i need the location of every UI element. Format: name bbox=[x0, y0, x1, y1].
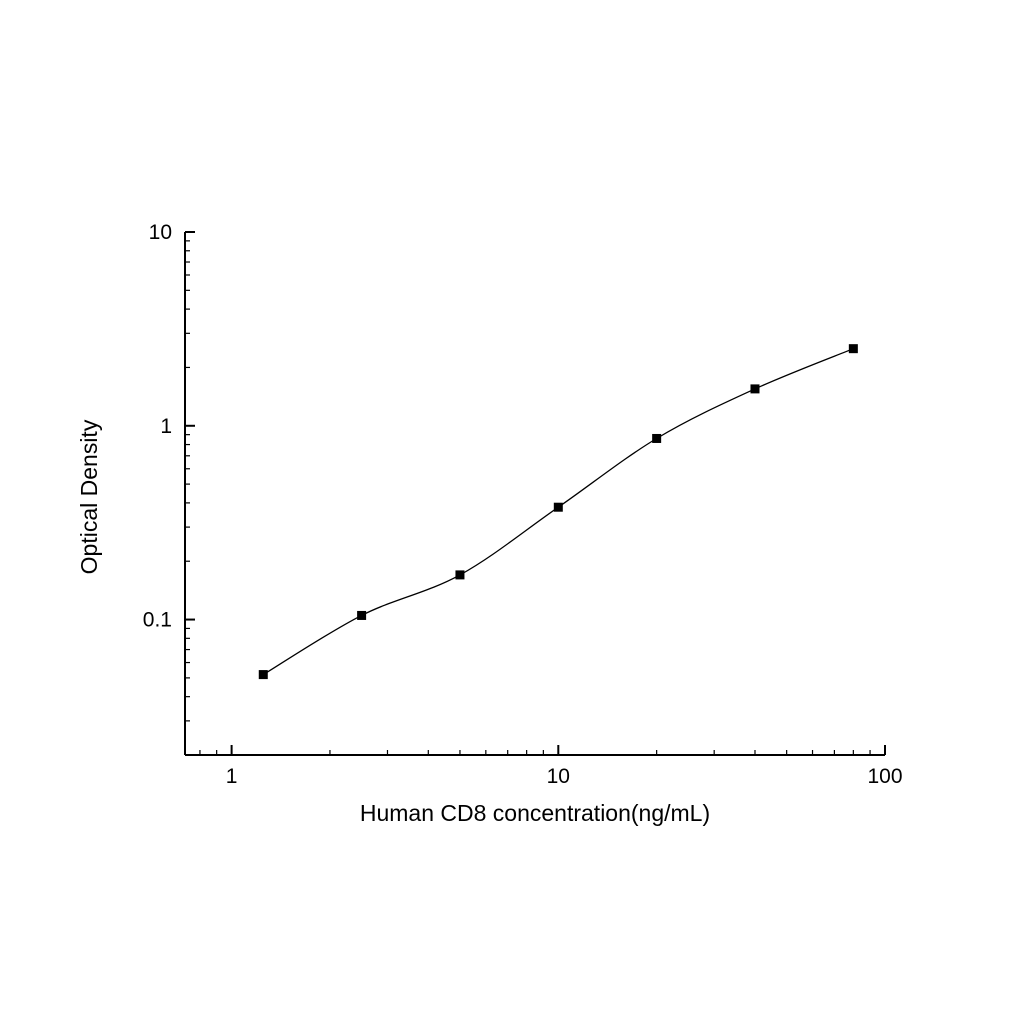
y-tick-label: 10 bbox=[149, 221, 172, 244]
data-point-marker bbox=[750, 384, 760, 394]
y-tick-label: 1 bbox=[160, 415, 172, 438]
plot: 1 10 100 0.1 1 10 bbox=[143, 221, 903, 788]
data-point-marker bbox=[357, 610, 367, 620]
x-axis-title: Human CD8 concentration(ng/mL) bbox=[360, 800, 710, 826]
y-tick-label: 0.1 bbox=[143, 609, 172, 632]
data-point-marker bbox=[455, 570, 465, 580]
x-tick-label: 10 bbox=[547, 765, 570, 788]
data-point-marker bbox=[258, 670, 268, 680]
x-tick-label: 100 bbox=[867, 765, 902, 788]
data-point-marker bbox=[652, 433, 662, 443]
data-point-marker bbox=[553, 502, 563, 512]
data-point-marker bbox=[848, 344, 858, 354]
y-axis-title: Optical Density bbox=[76, 419, 102, 574]
x-tick-label: 1 bbox=[226, 765, 238, 788]
